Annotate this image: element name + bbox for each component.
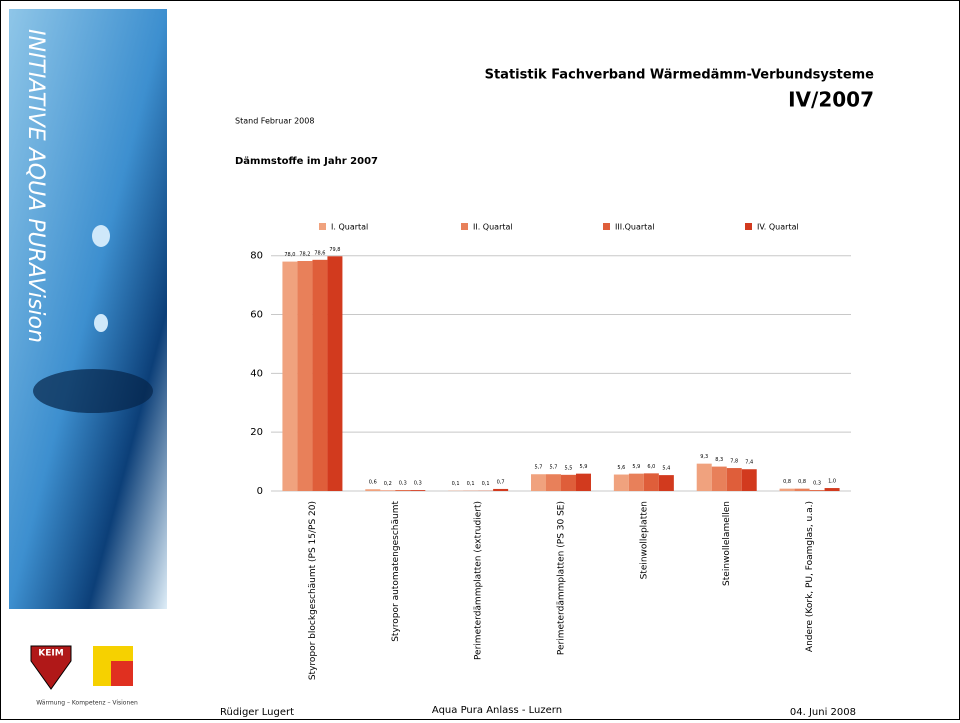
- bar: [659, 475, 674, 491]
- logo-tagline: Wärmung – Kompetenz – Visionen: [36, 700, 138, 707]
- bar: [297, 261, 312, 491]
- footer-author: Rüdiger Lugert: [220, 707, 294, 718]
- bar: [742, 469, 757, 491]
- value-label: 5,7: [550, 465, 558, 471]
- value-label: 5,9: [580, 464, 588, 470]
- x-tick-label: Perimeterdämmplatten (PS 30 SE): [557, 501, 567, 655]
- y-tick-label: 60: [250, 310, 263, 321]
- legend-label: I. Quartal: [331, 223, 368, 232]
- value-label: 8,3: [715, 457, 723, 463]
- y-tick-label: 40: [250, 368, 263, 379]
- value-label: 0,3: [414, 481, 422, 487]
- legend-label: IV. Quartal: [757, 223, 799, 232]
- value-label: 0,1: [467, 481, 475, 487]
- bar: [365, 489, 380, 491]
- bar: [493, 489, 508, 491]
- value-label: 0,1: [482, 481, 490, 487]
- value-label: 5,5: [565, 465, 573, 471]
- bar: [644, 473, 659, 491]
- annotation: Stand Februar 2008: [235, 117, 314, 126]
- drop: [92, 225, 110, 247]
- value-label: 78,2: [299, 252, 310, 258]
- value-label: 0,7: [497, 479, 505, 485]
- value-label: 0,2: [384, 481, 392, 487]
- value-label: 78,0: [284, 252, 295, 258]
- legend-label: II. Quartal: [473, 223, 513, 232]
- value-label: 5,4: [662, 466, 670, 472]
- bar: [576, 474, 591, 491]
- bar: [312, 260, 327, 491]
- value-label: 1,0: [828, 479, 836, 485]
- chart-title: Statistik Fachverband Wärmedämm-Verbunds…: [485, 68, 875, 83]
- footer-date: 04. Juni 2008: [790, 707, 856, 718]
- bar: [697, 464, 712, 491]
- bar: [629, 474, 644, 491]
- bar: [712, 467, 727, 491]
- legend-swatch: [603, 223, 610, 230]
- splash: [33, 369, 153, 413]
- value-label: 78,6: [314, 250, 325, 256]
- bar: [810, 490, 825, 491]
- footer-event: Aqua Pura Anlass - Luzern: [432, 705, 562, 716]
- bar: [561, 475, 576, 491]
- value-label: 7,8: [730, 459, 738, 465]
- value-label: 0,3: [813, 481, 821, 487]
- value-label: 0,1: [452, 481, 460, 487]
- value-label: 6,0: [647, 464, 655, 470]
- x-tick-label: Perimeterdämmplatten (extrudiert): [474, 501, 484, 660]
- legend-label: III.Quartal: [615, 223, 654, 232]
- legend-swatch: [319, 223, 326, 230]
- x-tick-label: Steinwolleplatten: [639, 501, 649, 579]
- value-label: 79,8: [329, 247, 340, 253]
- legend-swatch: [461, 223, 468, 230]
- second-logo-part: [111, 661, 133, 686]
- bar: [546, 474, 561, 491]
- bar: [531, 474, 546, 491]
- y-tick-label: 20: [250, 427, 263, 438]
- bar: [327, 256, 342, 491]
- legend-swatch: [745, 223, 752, 230]
- value-label: 0,8: [798, 479, 806, 485]
- value-label: 0,6: [369, 480, 377, 486]
- value-label: 5,9: [632, 464, 640, 470]
- value-label: 5,7: [535, 465, 543, 471]
- x-tick-label: Styropor blockgeschäumt (PS 15/PS 20): [308, 501, 318, 680]
- bar: [395, 490, 410, 491]
- bar: [380, 490, 395, 491]
- value-label: 0,3: [399, 481, 407, 487]
- bar: [410, 490, 425, 491]
- bar: [780, 489, 795, 491]
- x-tick-label: Styropor automatengeschäumt: [391, 501, 401, 642]
- logo-text: KEIM: [38, 649, 63, 659]
- bar: [727, 468, 742, 491]
- annotation: Dämmstoffe im Jahr 2007: [235, 156, 378, 167]
- bar: [825, 488, 840, 491]
- bar: [795, 489, 810, 491]
- value-label: 0,8: [783, 479, 791, 485]
- y-tick-label: 0: [257, 486, 263, 497]
- value-label: 7,4: [745, 460, 753, 466]
- y-tick-label: 80: [250, 251, 263, 262]
- value-label: 9,3: [700, 454, 708, 460]
- x-tick-label: Andere (Kork, PU, Foamglas, u.a.): [805, 501, 815, 652]
- chart-subtitle: IV/2007: [788, 88, 874, 112]
- value-label: 5,6: [617, 465, 625, 471]
- bar: [282, 262, 297, 491]
- bar: [614, 475, 629, 491]
- sidebar-text: INITIATIVE AQUA PURAVision: [23, 29, 48, 343]
- drop: [94, 314, 108, 332]
- x-tick-label: Steinwollelamellen: [722, 501, 732, 586]
